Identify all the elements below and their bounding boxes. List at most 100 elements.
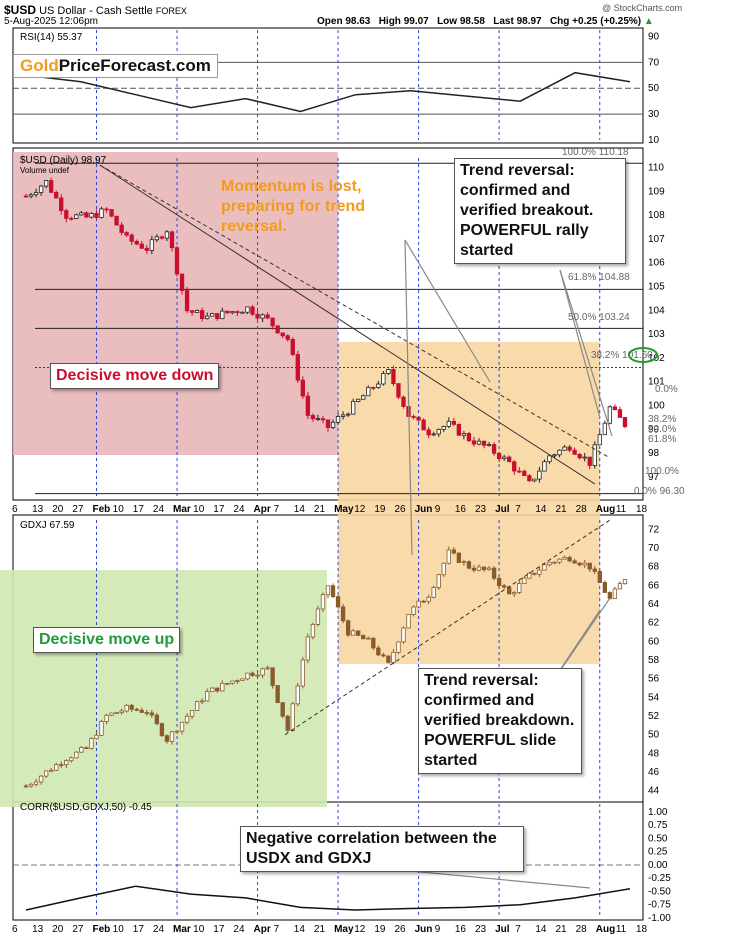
gdxj-candle <box>431 587 436 598</box>
usd-candle <box>512 461 517 472</box>
usd-candle <box>396 383 401 398</box>
x-tick-label: Aug <box>596 924 615 935</box>
usd-candle <box>522 470 527 477</box>
x-tick-label: 6 <box>12 924 18 935</box>
x-tick-label: 16 <box>455 924 467 935</box>
gdxj-candle <box>330 585 336 598</box>
corr-tick-label: -1.00 <box>648 913 671 924</box>
x-tick-label: Jun <box>415 504 433 515</box>
x-tick-label: Apr <box>254 924 271 935</box>
corr-tick-label: -0.75 <box>648 900 671 911</box>
x-tick-label: 19 <box>374 504 386 515</box>
overlay-lines <box>99 164 613 889</box>
gdxj-tick-label: 66 <box>648 580 660 591</box>
trend-reversal-gdxj-annotation: Trend reversal: confirmed and verified b… <box>418 668 582 774</box>
x-tick-label: Jul <box>495 504 510 515</box>
x-tick-label: May <box>334 504 354 515</box>
usd-candle <box>376 383 381 388</box>
usd-candle <box>250 306 255 315</box>
x-tick-label: 11 <box>616 924 627 935</box>
usd-candle <box>54 191 59 199</box>
gdxj-candle <box>451 549 456 554</box>
gdxj-candle <box>144 712 149 714</box>
green-circle-marker <box>628 347 658 363</box>
gdxj-candle <box>376 647 381 656</box>
usd-candle <box>441 426 446 430</box>
corr-line <box>25 885 631 911</box>
gdxj-candle <box>174 730 180 733</box>
usd-candle <box>245 306 250 313</box>
usd-tick-label: 109 <box>648 186 665 197</box>
corr-tick-label: -0.25 <box>648 873 671 884</box>
gdxj-candle <box>441 562 446 576</box>
gdxj-candle <box>602 582 607 593</box>
x-tick-label: 7 <box>274 504 280 515</box>
gdxj-candle <box>28 783 34 787</box>
usd-candle <box>169 231 175 249</box>
gdxj-candle <box>406 614 411 629</box>
usd-tick-label: 105 <box>648 282 665 293</box>
gdxj-candle <box>587 562 592 570</box>
gdxj-candle <box>622 579 628 585</box>
usd-candle <box>416 416 421 421</box>
usd-tick-label: 98 <box>648 448 660 459</box>
gdxj-candle <box>426 596 431 602</box>
gdxj-candle <box>461 561 467 563</box>
x-tick-label: 7 <box>515 924 521 935</box>
gdxj-candle <box>275 685 280 703</box>
usd-candle <box>431 433 436 436</box>
usd-candle <box>612 406 618 411</box>
gdxj-candle <box>562 556 567 560</box>
usd-candle <box>215 313 220 320</box>
usd-candle <box>310 415 316 420</box>
x-tick-label: 18 <box>636 504 648 515</box>
gdxj-candle <box>74 751 79 759</box>
x-tick-label: 17 <box>213 924 225 935</box>
usd-candle <box>371 386 376 389</box>
usd-candle <box>547 455 552 463</box>
gdxj-candle <box>154 714 160 725</box>
gdxj-candle <box>411 606 416 615</box>
x-tick-label: 17 <box>133 504 145 515</box>
rsi-line <box>25 71 631 113</box>
gdxj-candle <box>220 682 225 692</box>
usd-candle <box>356 398 361 402</box>
decisive-move-down-annotation: Decisive move down <box>50 363 220 389</box>
gdxj-candle <box>401 627 406 643</box>
x-tick-label: Mar <box>173 504 191 515</box>
rsi-tick-label: 90 <box>648 31 660 42</box>
x-tick-label: 7 <box>274 924 280 935</box>
fib-618: 61.8% 104.88 <box>568 272 630 283</box>
trend-reversal-usd-annotation: Trend reversal: confirmed and verified b… <box>454 158 626 264</box>
gdxj-candle <box>43 770 49 777</box>
usd-candle <box>179 273 185 292</box>
fib-small-618: 61.8% <box>648 434 676 445</box>
corr-label: CORR($USD,GDXJ,50) -0.45 <box>20 802 152 813</box>
usd-tick-label: 108 <box>648 210 665 221</box>
usd-candle <box>597 434 602 446</box>
gdxj-candle <box>577 562 582 566</box>
gdxj-label: GDXJ 67.59 <box>20 520 75 531</box>
usd-candle <box>255 313 260 319</box>
gdxj-candle <box>129 704 134 710</box>
usd-candle <box>315 418 321 420</box>
gdxj-candle <box>290 703 295 731</box>
decisive-move-up-annotation: Decisive move up <box>33 627 181 653</box>
high-value: High 99.07 <box>378 16 429 27</box>
gdxj-candle <box>49 769 54 772</box>
usd-candle <box>89 213 94 218</box>
usd-candle <box>129 234 134 242</box>
fib-small-50: 50.0% <box>648 424 676 435</box>
gdxj-tick-label: 58 <box>648 655 660 666</box>
usd-candle <box>471 440 477 445</box>
usd-candle <box>33 192 39 196</box>
gdxj-candle <box>351 630 356 636</box>
x-tick-label: 12 <box>354 504 366 515</box>
x-tick-label: 27 <box>72 924 84 935</box>
usd-candle <box>114 215 119 226</box>
usd-candle <box>149 239 154 251</box>
gdxj-candle <box>391 652 396 663</box>
goldpriceforecast-logo: GoldPriceForecast.com <box>13 54 218 78</box>
usd-candle <box>507 456 512 463</box>
x-tick-label: 14 <box>294 924 306 935</box>
